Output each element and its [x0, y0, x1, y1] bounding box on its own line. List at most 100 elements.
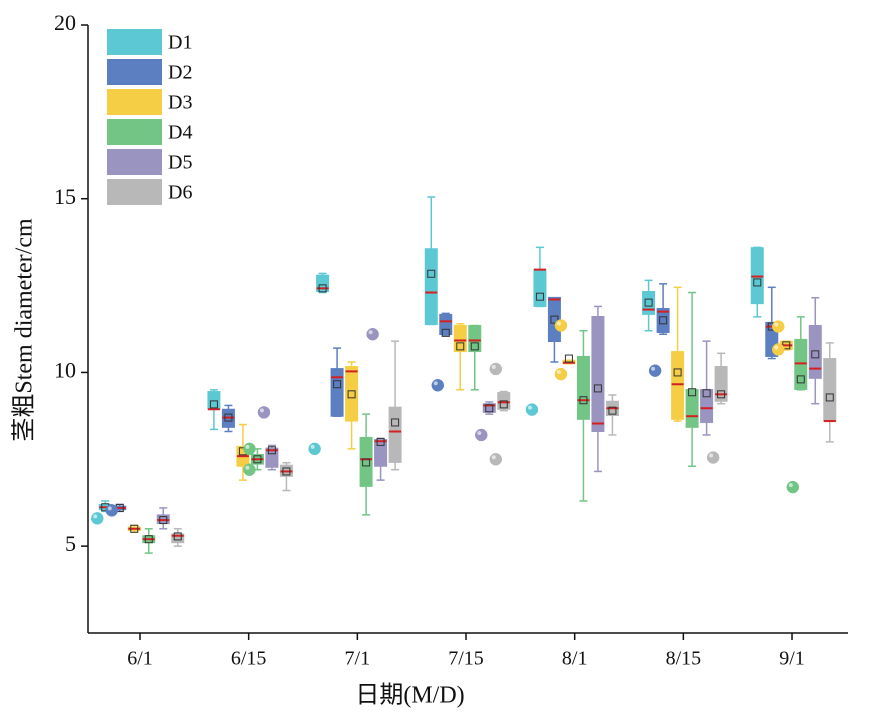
- outlier: [105, 504, 119, 517]
- legend-swatch: [107, 119, 162, 145]
- box: [453, 325, 467, 353]
- outlier: [648, 364, 662, 377]
- mean: [456, 342, 465, 351]
- outlier-highlight: [259, 408, 264, 413]
- legend-swatch: [107, 179, 162, 205]
- outlier-highlight: [556, 370, 561, 375]
- outlier-highlight: [527, 405, 532, 410]
- outlier: [308, 442, 321, 456]
- box: [794, 338, 808, 390]
- mean: [470, 342, 479, 351]
- x-tick-label: 8/1: [562, 648, 588, 670]
- mean: [796, 375, 805, 384]
- mean: [376, 437, 385, 446]
- mean: [717, 390, 726, 399]
- outlier-highlight: [107, 506, 112, 511]
- mean: [130, 524, 139, 533]
- box: [656, 308, 670, 333]
- legend-swatch: [107, 59, 162, 85]
- box: [424, 248, 438, 325]
- mean: [564, 354, 573, 363]
- outlier-highlight: [491, 455, 496, 460]
- outlier-highlight: [368, 330, 373, 335]
- legend-label: D3: [168, 92, 192, 114]
- box: [171, 533, 185, 544]
- legend-swatch: [107, 89, 162, 115]
- mean: [267, 446, 276, 455]
- box: [330, 368, 344, 417]
- box: [685, 388, 699, 428]
- y-tick-label: 5: [65, 531, 76, 556]
- x-tick-label: 6/15: [231, 648, 267, 670]
- mean: [811, 350, 820, 359]
- outlier-highlight: [774, 345, 779, 350]
- legend-swatch: [107, 29, 162, 55]
- y-tick-label: 15: [54, 184, 76, 209]
- outlier-highlight: [245, 444, 250, 449]
- outlier: [706, 451, 720, 464]
- box: [671, 351, 685, 420]
- mean: [144, 535, 153, 544]
- mean: [499, 400, 508, 409]
- mean: [441, 328, 450, 337]
- outlier-highlight: [556, 321, 561, 326]
- outlier: [243, 442, 256, 456]
- outlier: [554, 319, 568, 332]
- outlier: [525, 403, 539, 416]
- outlier: [772, 343, 785, 356]
- box: [642, 290, 656, 315]
- outlier: [786, 480, 800, 494]
- outlier: [91, 512, 104, 525]
- box: [576, 355, 590, 420]
- mean: [659, 316, 668, 325]
- x-axis-label: 日期(M/D): [355, 683, 464, 709]
- outlier-highlight: [491, 364, 496, 369]
- mean: [550, 315, 559, 324]
- mean: [579, 396, 588, 405]
- mean: [702, 389, 711, 398]
- legend-label: D6: [168, 182, 192, 204]
- x-tick-label: 6/1: [127, 648, 153, 670]
- outlier: [257, 406, 271, 419]
- x-tick-label: 7/1: [345, 648, 371, 670]
- box: [714, 366, 728, 402]
- x-tick-label: 7/15: [448, 648, 484, 670]
- mean: [173, 532, 182, 541]
- outlier-highlight: [774, 322, 779, 327]
- outlier: [243, 463, 256, 476]
- mean: [253, 455, 262, 464]
- outlier: [772, 320, 785, 333]
- box: [468, 325, 482, 353]
- x-tick-label: 8/15: [666, 648, 702, 670]
- box: [482, 403, 496, 413]
- outlier-highlight: [788, 483, 793, 488]
- mean: [391, 418, 400, 427]
- mean: [673, 368, 682, 377]
- box: [591, 315, 605, 432]
- legend-label: D4: [168, 122, 192, 144]
- outlier-highlight: [477, 430, 482, 435]
- box: [388, 406, 402, 463]
- y-tick-label: 10: [54, 357, 76, 382]
- box: [823, 358, 837, 422]
- mean: [333, 380, 342, 389]
- mean: [608, 406, 617, 415]
- mean: [318, 284, 327, 293]
- mean: [224, 413, 233, 422]
- outlier: [489, 453, 503, 466]
- box: [808, 325, 822, 379]
- box: [345, 366, 359, 422]
- mean: [535, 292, 544, 301]
- outlier-highlight: [709, 453, 714, 458]
- outlier: [554, 367, 568, 381]
- box: [439, 313, 453, 336]
- box: [547, 296, 561, 343]
- mean: [593, 384, 602, 393]
- box: [374, 438, 388, 467]
- legend-label: D5: [168, 152, 192, 174]
- mean: [282, 467, 291, 476]
- mean: [362, 458, 371, 467]
- box: [359, 436, 373, 487]
- mean: [688, 388, 697, 397]
